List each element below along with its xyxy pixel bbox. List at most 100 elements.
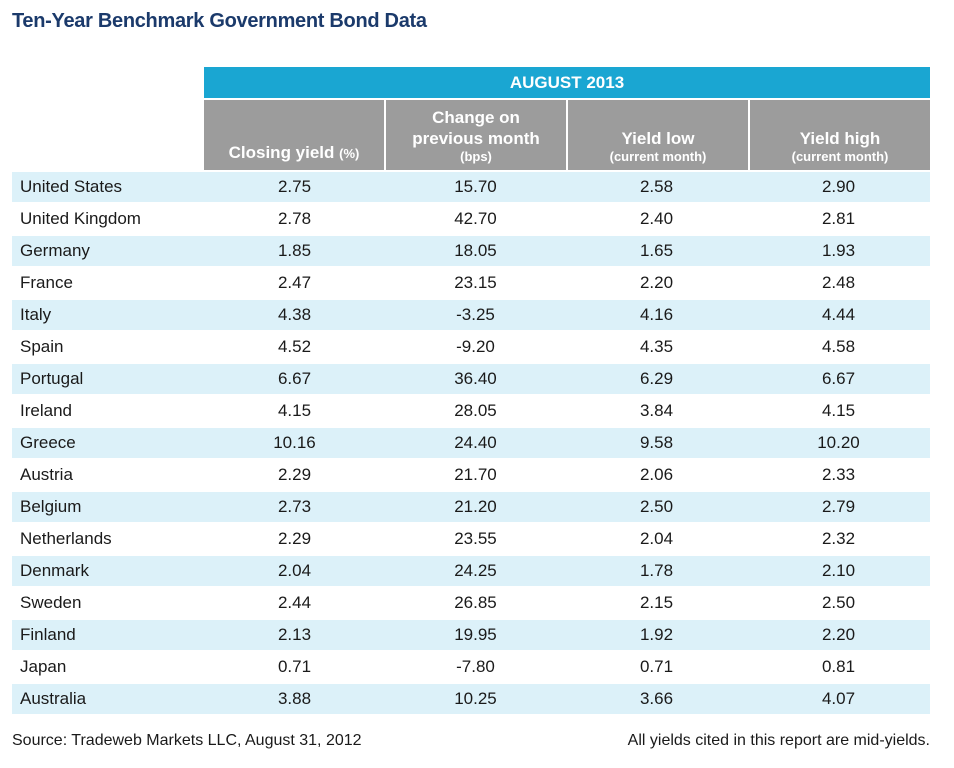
- yield-high-cell: 4.58: [821, 337, 856, 356]
- country-cell: France: [20, 273, 73, 292]
- yield-low-cell: 3.84: [639, 401, 674, 420]
- closing-yield-cell: 4.38: [277, 305, 312, 324]
- change-cell: 24.40: [454, 433, 497, 452]
- closing-yield-cell: 4.52: [277, 337, 312, 356]
- country-cell: Finland: [20, 625, 76, 644]
- yield-high-cell: 1.93: [821, 241, 856, 260]
- source-note: Source: Tradeweb Markets LLC, August 31,…: [12, 732, 362, 749]
- yield-low-cell: 3.66: [639, 689, 674, 708]
- yield-high-cell: 2.10: [821, 561, 856, 580]
- table-row: Denmark 2.04 24.25 1.78 2.10: [12, 556, 930, 586]
- yield-high-cell: 2.33: [821, 465, 856, 484]
- closing-yield-cell: 2.78: [277, 209, 312, 228]
- change-cell: 24.25: [454, 561, 497, 580]
- col-header-label: Yield high: [799, 129, 881, 148]
- country-cell: Sweden: [20, 593, 82, 612]
- closing-yield-cell: 2.13: [277, 625, 312, 644]
- col-header-sub: (bps): [460, 149, 492, 164]
- change-cell: -9.20: [456, 337, 495, 356]
- country-cell: Spain: [20, 337, 64, 356]
- table-row: Greece 10.16 24.40 9.58 10.20: [12, 428, 930, 458]
- table-row: France 2.47 23.15 2.20 2.48: [12, 268, 930, 298]
- table-row: Belgium 2.73 21.20 2.50 2.79: [12, 492, 930, 522]
- table-row: Germany 1.85 18.05 1.65 1.93: [12, 236, 930, 266]
- table-row: Netherlands 2.29 23.55 2.04 2.32: [12, 524, 930, 554]
- country-cell: Italy: [20, 305, 52, 324]
- table-row: Italy 4.38 -3.25 4.16 4.44: [12, 300, 930, 330]
- change-cell: 23.15: [454, 273, 497, 292]
- closing-yield-cell: 1.85: [277, 241, 312, 260]
- yield-high-cell: 2.90: [821, 177, 856, 196]
- change-cell: 21.20: [454, 497, 497, 516]
- col-header-label: Closing yield: [228, 143, 335, 162]
- change-cell: 36.40: [454, 369, 497, 388]
- yield-high-cell: 4.07: [821, 689, 856, 708]
- col-header-change: Change on previous month (bps): [386, 100, 566, 170]
- col-header-yield-high: Yield high (current month): [750, 100, 930, 170]
- closing-yield-cell: 2.04: [277, 561, 312, 580]
- yield-low-cell: 2.06: [639, 465, 674, 484]
- col-header-yield-low: Yield low (current month): [568, 100, 748, 170]
- country-cell: Japan: [20, 657, 67, 676]
- yield-low-cell: 2.58: [639, 177, 674, 196]
- yield-low-cell: 2.04: [639, 529, 674, 548]
- change-cell: 21.70: [454, 465, 497, 484]
- yield-low-cell: 1.65: [639, 241, 674, 260]
- yield-low-cell: 2.40: [639, 209, 674, 228]
- closing-yield-cell: 2.75: [277, 177, 312, 196]
- country-cell: United Kingdom: [20, 209, 141, 228]
- country-cell: Australia: [20, 689, 87, 708]
- closing-yield-cell: 4.15: [277, 401, 312, 420]
- page-title: Ten-Year Benchmark Government Bond Data: [12, 10, 427, 32]
- yield-low-cell: 1.92: [639, 625, 674, 644]
- change-cell: 28.05: [454, 401, 497, 420]
- yield-low-cell: 9.58: [639, 433, 674, 452]
- yields-note: All yields cited in this report are mid-…: [627, 732, 930, 749]
- closing-yield-cell: 2.73: [277, 497, 312, 516]
- country-cell: Denmark: [20, 561, 89, 580]
- yield-high-cell: 2.48: [821, 273, 856, 292]
- country-cell: United States: [20, 177, 123, 196]
- closing-yield-cell: 2.29: [277, 529, 312, 548]
- table-row: United States 2.75 15.70 2.58 2.90: [12, 172, 930, 202]
- change-cell: 42.70: [454, 209, 497, 228]
- table-row: Spain 4.52 -9.20 4.35 4.58: [12, 332, 930, 362]
- closing-yield-cell: 2.44: [277, 593, 312, 612]
- change-cell: 26.85: [454, 593, 497, 612]
- change-cell: 10.25: [454, 689, 497, 708]
- col-header-closing-yield: Closing yield (%): [204, 100, 384, 170]
- country-cell: Austria: [20, 465, 73, 484]
- table-row: Finland 2.13 19.95 1.92 2.20: [12, 620, 930, 650]
- col-header-unit: (%): [339, 146, 360, 161]
- yield-low-cell: 2.20: [639, 273, 674, 292]
- yield-low-cell: 4.35: [639, 337, 674, 356]
- closing-yield-cell: 6.67: [277, 369, 312, 388]
- period-header: AUGUST 2013: [204, 67, 930, 98]
- col-header-label: Change on previous month: [412, 108, 540, 148]
- table-row: Austria 2.29 21.70 2.06 2.33: [12, 460, 930, 490]
- country-cell: Ireland: [20, 401, 72, 420]
- yield-high-cell: 2.32: [821, 529, 856, 548]
- closing-yield-cell: 2.29: [277, 465, 312, 484]
- yield-high-cell: 2.79: [821, 497, 856, 516]
- yield-high-cell: 2.50: [821, 593, 856, 612]
- yield-high-cell: 10.20: [817, 433, 860, 452]
- yield-high-cell: 2.81: [821, 209, 856, 228]
- closing-yield-cell: 0.71: [277, 657, 312, 676]
- col-header-sub: (current month): [791, 149, 889, 164]
- yield-high-cell: 4.15: [821, 401, 856, 420]
- closing-yield-cell: 2.47: [277, 273, 312, 292]
- col-header-sub: (current month): [609, 149, 707, 164]
- yield-low-cell: 1.78: [639, 561, 674, 580]
- country-cell: Greece: [20, 433, 76, 452]
- change-cell: 18.05: [454, 241, 497, 260]
- change-cell: -7.80: [456, 657, 495, 676]
- change-cell: -3.25: [456, 305, 495, 324]
- table-row: Australia 3.88 10.25 3.66 4.07: [12, 684, 930, 714]
- closing-yield-cell: 10.16: [273, 433, 316, 452]
- table-row: United Kingdom 2.78 42.70 2.40 2.81: [12, 204, 930, 234]
- table-row: Portugal 6.67 36.40 6.29 6.67: [12, 364, 930, 394]
- bond-table-body: United States 2.75 15.70 2.58 2.90 United Kin…: [12, 172, 930, 716]
- yield-high-cell: 0.81: [821, 657, 856, 676]
- yield-high-cell: 4.44: [821, 305, 856, 324]
